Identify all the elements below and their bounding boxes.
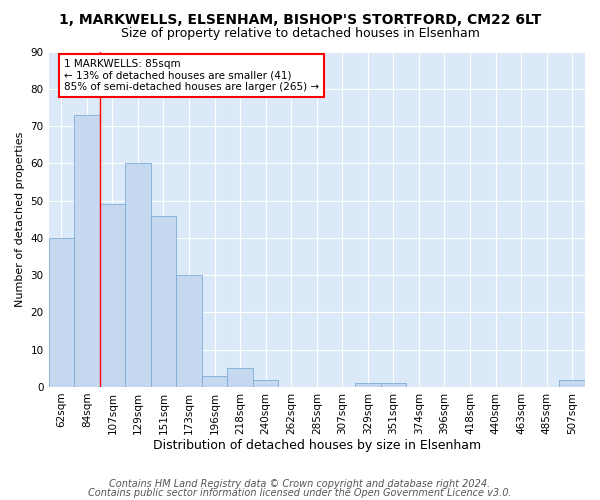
Bar bbox=[100, 204, 125, 387]
Bar bbox=[559, 380, 585, 387]
Text: 1, MARKWELLS, ELSENHAM, BISHOP'S STORTFORD, CM22 6LT: 1, MARKWELLS, ELSENHAM, BISHOP'S STORTFO… bbox=[59, 12, 541, 26]
Bar bbox=[125, 164, 151, 387]
Bar bbox=[151, 216, 176, 387]
Bar bbox=[74, 115, 100, 387]
Bar bbox=[253, 380, 278, 387]
Bar bbox=[380, 383, 406, 387]
Bar bbox=[227, 368, 253, 387]
Text: Contains HM Land Registry data © Crown copyright and database right 2024.: Contains HM Land Registry data © Crown c… bbox=[109, 479, 491, 489]
Y-axis label: Number of detached properties: Number of detached properties bbox=[15, 132, 25, 307]
Bar bbox=[202, 376, 227, 387]
X-axis label: Distribution of detached houses by size in Elsenham: Distribution of detached houses by size … bbox=[153, 440, 481, 452]
Bar bbox=[176, 275, 202, 387]
Bar bbox=[355, 383, 380, 387]
Text: Contains public sector information licensed under the Open Government Licence v3: Contains public sector information licen… bbox=[88, 488, 512, 498]
Bar bbox=[49, 238, 74, 387]
Text: 1 MARKWELLS: 85sqm
← 13% of detached houses are smaller (41)
85% of semi-detache: 1 MARKWELLS: 85sqm ← 13% of detached hou… bbox=[64, 59, 319, 92]
Text: Size of property relative to detached houses in Elsenham: Size of property relative to detached ho… bbox=[121, 28, 479, 40]
